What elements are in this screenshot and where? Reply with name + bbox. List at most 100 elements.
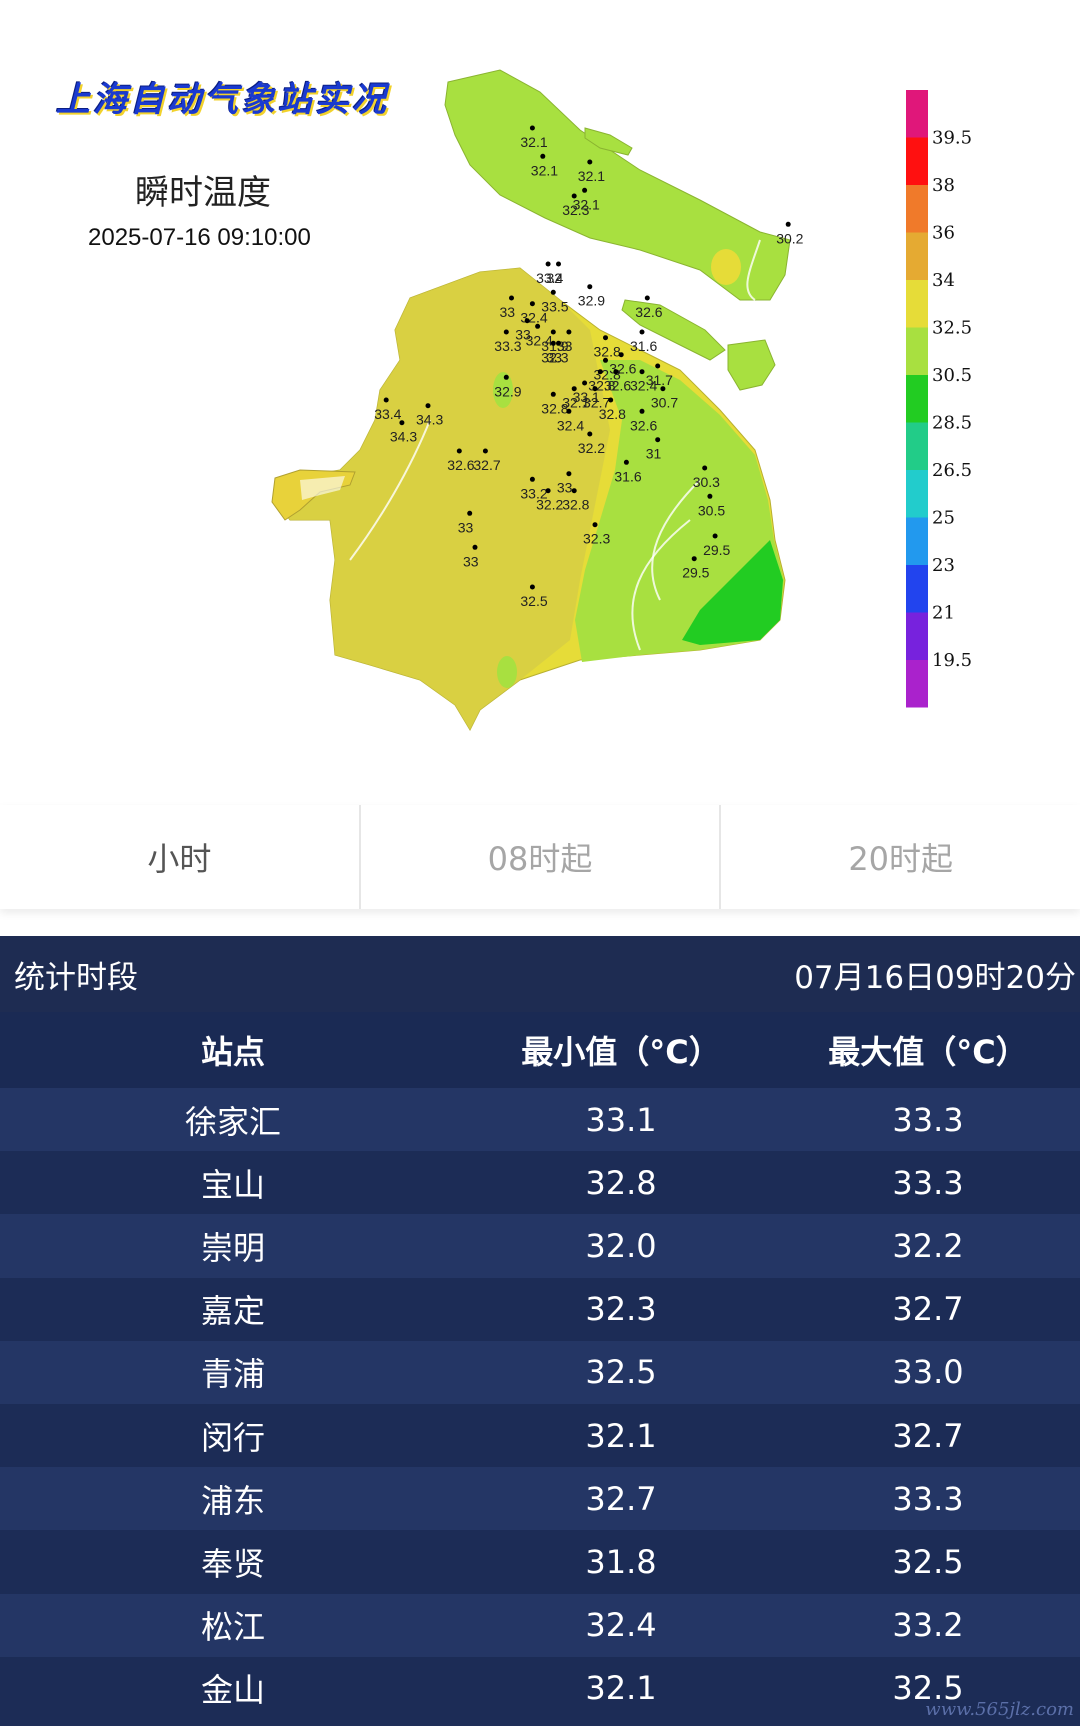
station-value: 32.8 <box>594 344 621 360</box>
station-dot <box>603 357 608 363</box>
station-value: 30.2 <box>776 230 803 246</box>
legend-swatch <box>906 422 928 470</box>
station-value: 32.1 <box>520 134 547 150</box>
tab-hourly[interactable]: 小时 <box>0 805 361 909</box>
row-max: 32.7 <box>892 1290 964 1329</box>
legend-swatch <box>906 470 928 518</box>
legend-label: 30.5 <box>932 365 972 386</box>
station-value: 33 <box>500 304 516 320</box>
station-dot <box>655 363 661 369</box>
coast-cool-zone <box>682 540 783 645</box>
station-value: 32.4 <box>520 310 547 326</box>
station-value: 32.9 <box>494 383 521 399</box>
stats-period: 统计时段 07月16日09时20分 <box>0 936 1080 1012</box>
station-value: 32.4 <box>630 378 657 394</box>
row-min: 31.8 <box>585 1542 657 1581</box>
station-value: 32.6 <box>447 457 474 473</box>
row-min: 32.1 <box>585 1416 657 1455</box>
station-dot <box>556 340 561 346</box>
station-value: 32.9 <box>578 293 605 309</box>
row-max: 33.3 <box>892 1163 964 1202</box>
station-dot <box>383 397 389 403</box>
row-max: 32.5 <box>892 1669 964 1708</box>
period-tabs: 小时 08时起 20时起 <box>0 805 1080 909</box>
legend-label: 39.5 <box>932 128 972 149</box>
mainland-olive-zone <box>275 268 610 730</box>
station-dot <box>556 261 561 267</box>
station-value: 33 <box>557 338 573 354</box>
station-dot <box>472 544 478 550</box>
station-dot <box>592 386 598 392</box>
row-min: 32.8 <box>585 1163 657 1202</box>
station-value: 30.5 <box>698 502 725 518</box>
station-dot <box>456 448 462 454</box>
station-dot <box>529 301 535 307</box>
station-value: 32.5 <box>520 593 547 609</box>
map-subtitle: 瞬时温度 <box>135 173 271 213</box>
station-value: 33 <box>547 349 563 365</box>
row-station: 浦东 <box>200 1481 265 1520</box>
station-dot <box>712 533 718 539</box>
station-value: 33 <box>557 480 573 496</box>
row-max: 33.3 <box>892 1479 964 1518</box>
row-station: 青浦 <box>200 1355 265 1394</box>
station-dot <box>529 476 535 482</box>
river-3 <box>746 239 761 301</box>
station-value: 33.5 <box>541 298 568 314</box>
tab-since-20[interactable]: 20时起 <box>848 840 954 878</box>
station-value: 32.1 <box>578 168 605 184</box>
row-min: 32.3 <box>585 1290 657 1329</box>
period-label: 统计时段 <box>14 959 138 996</box>
station-value: 33 <box>463 553 479 569</box>
table-row: 宝山 32.8 33.3 <box>0 1151 1080 1215</box>
station-dot <box>571 386 577 392</box>
station-dot <box>623 459 629 465</box>
station-dot <box>550 329 556 335</box>
station-value: 32.4 <box>557 417 584 433</box>
station-dot <box>660 386 666 392</box>
tab-since-08[interactable]: 08时起 <box>361 805 722 909</box>
station-dot <box>608 397 614 403</box>
row-min: 33.1 <box>585 1100 657 1139</box>
legend-label: 23 <box>932 555 955 576</box>
station-value: 32.6 <box>635 304 662 320</box>
station-value: 33.3 <box>494 338 521 354</box>
color-legend: 39.5 38 36 34 32.5 30.5 28.5 26.5 25 23 21 19.5 <box>906 90 972 708</box>
legend-swatch <box>906 280 928 328</box>
station-dot <box>613 369 619 375</box>
temperature-map: 39.5 38 36 34 32.5 30.5 28.5 26.5 25 23 21 19.5 32.… <box>271 69 972 732</box>
station-dot <box>503 329 509 335</box>
row-max: 33.2 <box>892 1606 964 1645</box>
legend-label: 34 <box>932 270 955 291</box>
row-station: 奉贤 <box>200 1544 265 1583</box>
legend-label: 21 <box>932 603 955 624</box>
station-value: 29.5 <box>703 542 730 558</box>
table-header: 站点 最小值（°C） 最大值（°C） <box>0 1012 1080 1088</box>
station-dot <box>655 437 661 443</box>
station-dot <box>587 431 593 437</box>
legend-label: 32.5 <box>932 318 972 339</box>
legend-swatch <box>906 517 928 565</box>
station-dot <box>545 261 551 267</box>
station-value: 33.1 <box>573 389 600 405</box>
legend-swatch <box>906 232 928 280</box>
legend-label: 19.5 <box>932 650 972 671</box>
station-value: 33.4 <box>536 270 563 286</box>
table-row: 金山 32.1 32.5 <box>0 1656 1080 1720</box>
legend-label: 26.5 <box>932 460 972 481</box>
station-dot <box>425 403 431 409</box>
row-station: 金山 <box>200 1671 265 1710</box>
legend-swatch <box>906 660 928 708</box>
station-dot <box>550 289 556 295</box>
station-value: 33.2 <box>520 485 547 501</box>
station-dot <box>618 352 624 358</box>
column-min: 最小值（°C） <box>521 1033 721 1071</box>
station-dot <box>566 408 572 414</box>
station-value: 32.7 <box>583 395 610 411</box>
station-dot <box>566 329 572 335</box>
row-max: 32.5 <box>892 1542 964 1581</box>
station-value: 32.4 <box>526 332 553 348</box>
legend-swatch <box>906 90 928 138</box>
station-value: 32.3 <box>541 349 568 365</box>
table-row: 闵行 32.1 32.7 <box>0 1403 1080 1468</box>
